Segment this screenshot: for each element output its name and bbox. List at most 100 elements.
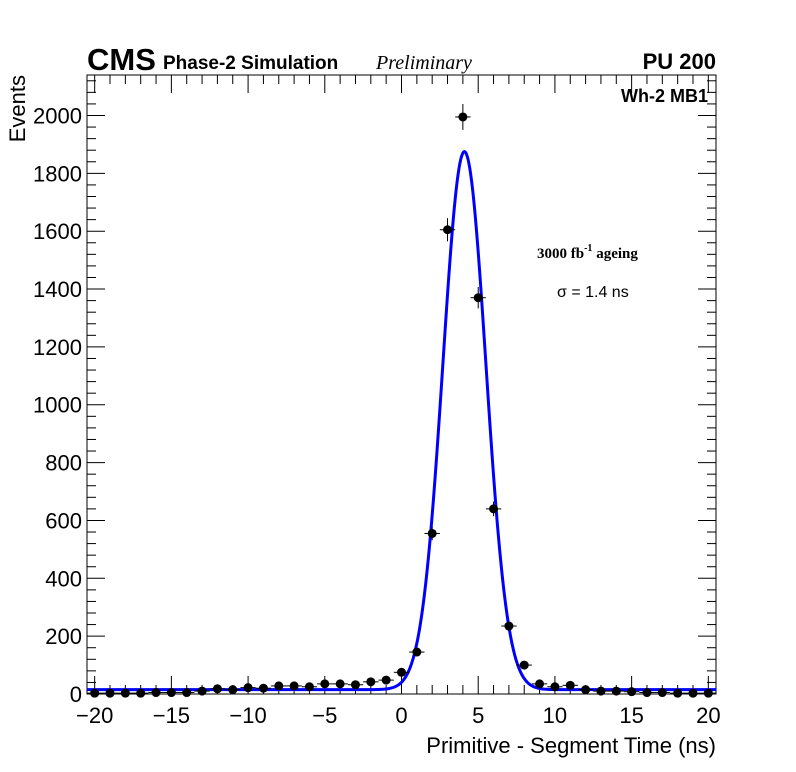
point-marker xyxy=(627,687,637,697)
point-marker xyxy=(228,685,238,695)
y-tick-label: 2000 xyxy=(33,103,82,128)
data-point xyxy=(271,681,287,691)
y-tick-label: 800 xyxy=(45,451,82,476)
data-point xyxy=(639,688,655,698)
point-marker xyxy=(535,679,545,689)
point-marker xyxy=(212,684,222,694)
point-marker xyxy=(258,683,268,693)
data-point xyxy=(669,688,686,698)
data-point xyxy=(439,218,456,242)
data-point xyxy=(301,682,318,692)
x-tick-label: −20 xyxy=(76,703,113,728)
point-marker xyxy=(274,681,284,691)
gaussian-fit xyxy=(87,150,716,692)
data-point xyxy=(148,688,164,698)
data-point xyxy=(363,677,379,687)
point-marker xyxy=(473,293,483,303)
data-point xyxy=(163,688,180,698)
chamber-label: Wh-2 MB1 xyxy=(621,86,708,106)
point-marker xyxy=(550,682,560,692)
point-marker xyxy=(688,688,698,698)
point-marker xyxy=(320,679,330,689)
point-marker xyxy=(136,688,146,698)
data-point xyxy=(455,104,471,130)
data-point xyxy=(133,688,149,698)
ageing-main: 3000 fb xyxy=(537,246,584,262)
y-tick-label: 1000 xyxy=(33,393,82,418)
preliminary-label: Preliminary xyxy=(375,52,472,74)
x-tick-label: −10 xyxy=(229,703,266,728)
simulation-label: Phase-2 Simulation xyxy=(163,53,338,74)
y-axis-title: Events xyxy=(5,75,30,142)
point-marker xyxy=(596,686,606,696)
x-tick-label: −15 xyxy=(153,703,190,728)
data-point xyxy=(102,688,118,698)
y-tick-label: 0 xyxy=(70,682,82,707)
point-marker xyxy=(504,621,514,631)
data-point xyxy=(286,681,302,691)
point-marker xyxy=(366,677,376,687)
data-point xyxy=(577,685,594,695)
data-point xyxy=(179,688,195,698)
data-point xyxy=(194,686,210,696)
y-tick-label: 400 xyxy=(45,566,82,591)
point-marker xyxy=(197,686,207,696)
data-point xyxy=(501,621,517,631)
y-tick-label: 600 xyxy=(45,508,82,533)
ageing-suffix: ageing xyxy=(592,246,638,262)
x-tick-label: 15 xyxy=(619,703,643,728)
x-tick-label: 10 xyxy=(543,703,567,728)
sigma-label: σ = 1.4 ns xyxy=(557,284,629,301)
data-point xyxy=(117,688,134,698)
data-point xyxy=(593,686,609,696)
data-point xyxy=(685,688,701,698)
point-marker xyxy=(90,688,100,698)
point-marker xyxy=(381,675,391,685)
y-tick-label: 1200 xyxy=(33,335,82,360)
data-point xyxy=(378,675,394,685)
point-marker xyxy=(397,667,406,677)
x-tick-label: 0 xyxy=(395,703,407,728)
ageing-exponent: -1 xyxy=(584,243,592,254)
x-axis-title: Primitive - Segment Time (ns) xyxy=(426,733,716,758)
point-marker xyxy=(289,681,299,691)
point-marker xyxy=(120,688,130,698)
point-marker xyxy=(350,680,360,690)
pileup-label: PU 200 xyxy=(643,49,716,74)
data-point xyxy=(700,688,716,698)
point-marker xyxy=(703,688,713,698)
data-point xyxy=(654,688,670,698)
data-point xyxy=(347,680,364,690)
y-tick-label: 1400 xyxy=(33,277,82,302)
ageing-label: 3000 fb-1 ageing xyxy=(537,243,638,262)
data-point xyxy=(87,688,103,698)
x-tick-label: −5 xyxy=(312,703,337,728)
data-point xyxy=(470,287,486,309)
fit-curve xyxy=(87,150,716,692)
point-marker xyxy=(581,685,591,695)
data-point xyxy=(485,501,502,517)
point-marker xyxy=(182,688,192,698)
x-tick-label: 5 xyxy=(472,703,484,728)
data-point xyxy=(409,647,425,657)
data-point xyxy=(255,683,272,693)
data-point xyxy=(562,680,578,690)
y-tick-label: 1600 xyxy=(33,219,82,244)
data-point xyxy=(225,685,241,695)
point-marker xyxy=(642,688,652,698)
data-point xyxy=(317,679,333,689)
point-marker xyxy=(243,683,253,693)
point-marker xyxy=(565,680,575,690)
y-tick-label: 200 xyxy=(45,624,82,649)
x-axis-ticks: −20 −15 −10 −5 0 5 10 15 20 xyxy=(76,75,721,728)
point-marker xyxy=(489,504,499,514)
y-axis-ticks: 0 200 400 600 800 1000 1200 1400 1600 1800 2000 xyxy=(33,80,716,707)
data-point xyxy=(608,686,624,696)
point-marker xyxy=(166,688,176,698)
data-point xyxy=(424,526,440,541)
point-marker xyxy=(657,688,667,698)
experiment-label: CMS xyxy=(87,42,156,77)
point-marker xyxy=(151,688,161,698)
data-point xyxy=(547,682,563,692)
